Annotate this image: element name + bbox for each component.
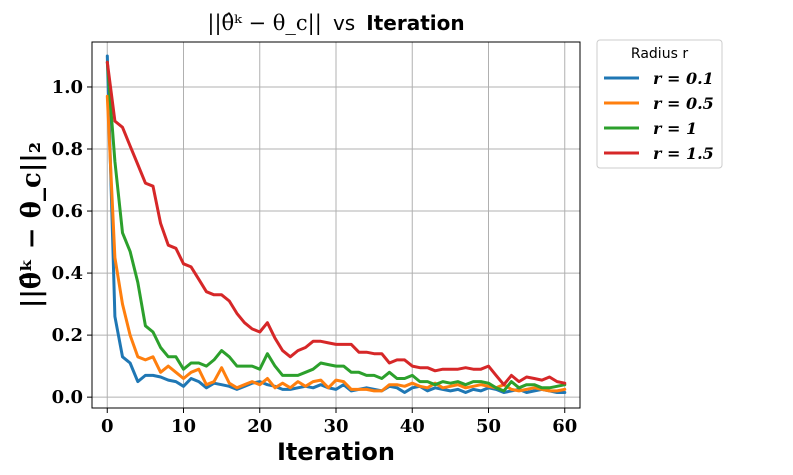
y-tick-label: 0.8 bbox=[52, 139, 83, 160]
chart-title: ||θ̂ᵏ − θ_c|| vs Iteration bbox=[207, 11, 464, 36]
axis-ticks: 0 10 20 30 40 50 60 0.0 0.2 0.4 0.6 0.8 1.0 bbox=[52, 77, 578, 437]
x-tick-label: 60 bbox=[552, 416, 577, 437]
x-tick-label: 40 bbox=[400, 416, 425, 437]
x-tick-label: 30 bbox=[323, 416, 348, 437]
legend-label: r = 1 bbox=[653, 119, 697, 138]
x-tick-label: 0 bbox=[101, 416, 114, 437]
x-axis-label: Iteration bbox=[277, 438, 395, 466]
x-tick-label: 20 bbox=[247, 416, 272, 437]
y-tick-label: 0.4 bbox=[52, 263, 83, 284]
y-tick-label: 0.0 bbox=[52, 387, 83, 408]
y-tick-label: 0.2 bbox=[52, 325, 83, 346]
series-line-r-1-5 bbox=[105, 60, 567, 387]
series-lines bbox=[105, 54, 567, 394]
chart-title-bold: Iteration bbox=[366, 11, 464, 35]
y-tick-label: 1.0 bbox=[52, 77, 83, 98]
legend-label: r = 0.5 bbox=[653, 94, 714, 113]
chart-title-connector: vs bbox=[333, 11, 355, 35]
legend-items: r = 0.1 r = 0.5 r = 1 r = 1.5 bbox=[604, 69, 714, 163]
x-tick-label: 10 bbox=[171, 416, 196, 437]
series-line-r-0-5 bbox=[105, 94, 567, 393]
legend-title: Radius r bbox=[631, 46, 688, 62]
y-tick-label: 0.6 bbox=[52, 201, 83, 222]
legend: Radius r r = 0.1 r = 0.5 r = 1 r = 1.5 bbox=[596, 39, 723, 169]
legend-box bbox=[596, 39, 723, 169]
grid-lines bbox=[92, 42, 580, 408]
series-line-r-1 bbox=[105, 60, 567, 393]
y-axis-label: ||θ̂ᵏ − θ_c||₂ bbox=[17, 142, 47, 308]
legend-label: r = 0.1 bbox=[653, 69, 714, 88]
chart-title-math: ||θ̂ᵏ − θ_c|| bbox=[207, 11, 321, 36]
legend-label: r = 1.5 bbox=[653, 144, 714, 163]
x-tick-label: 50 bbox=[476, 416, 501, 437]
